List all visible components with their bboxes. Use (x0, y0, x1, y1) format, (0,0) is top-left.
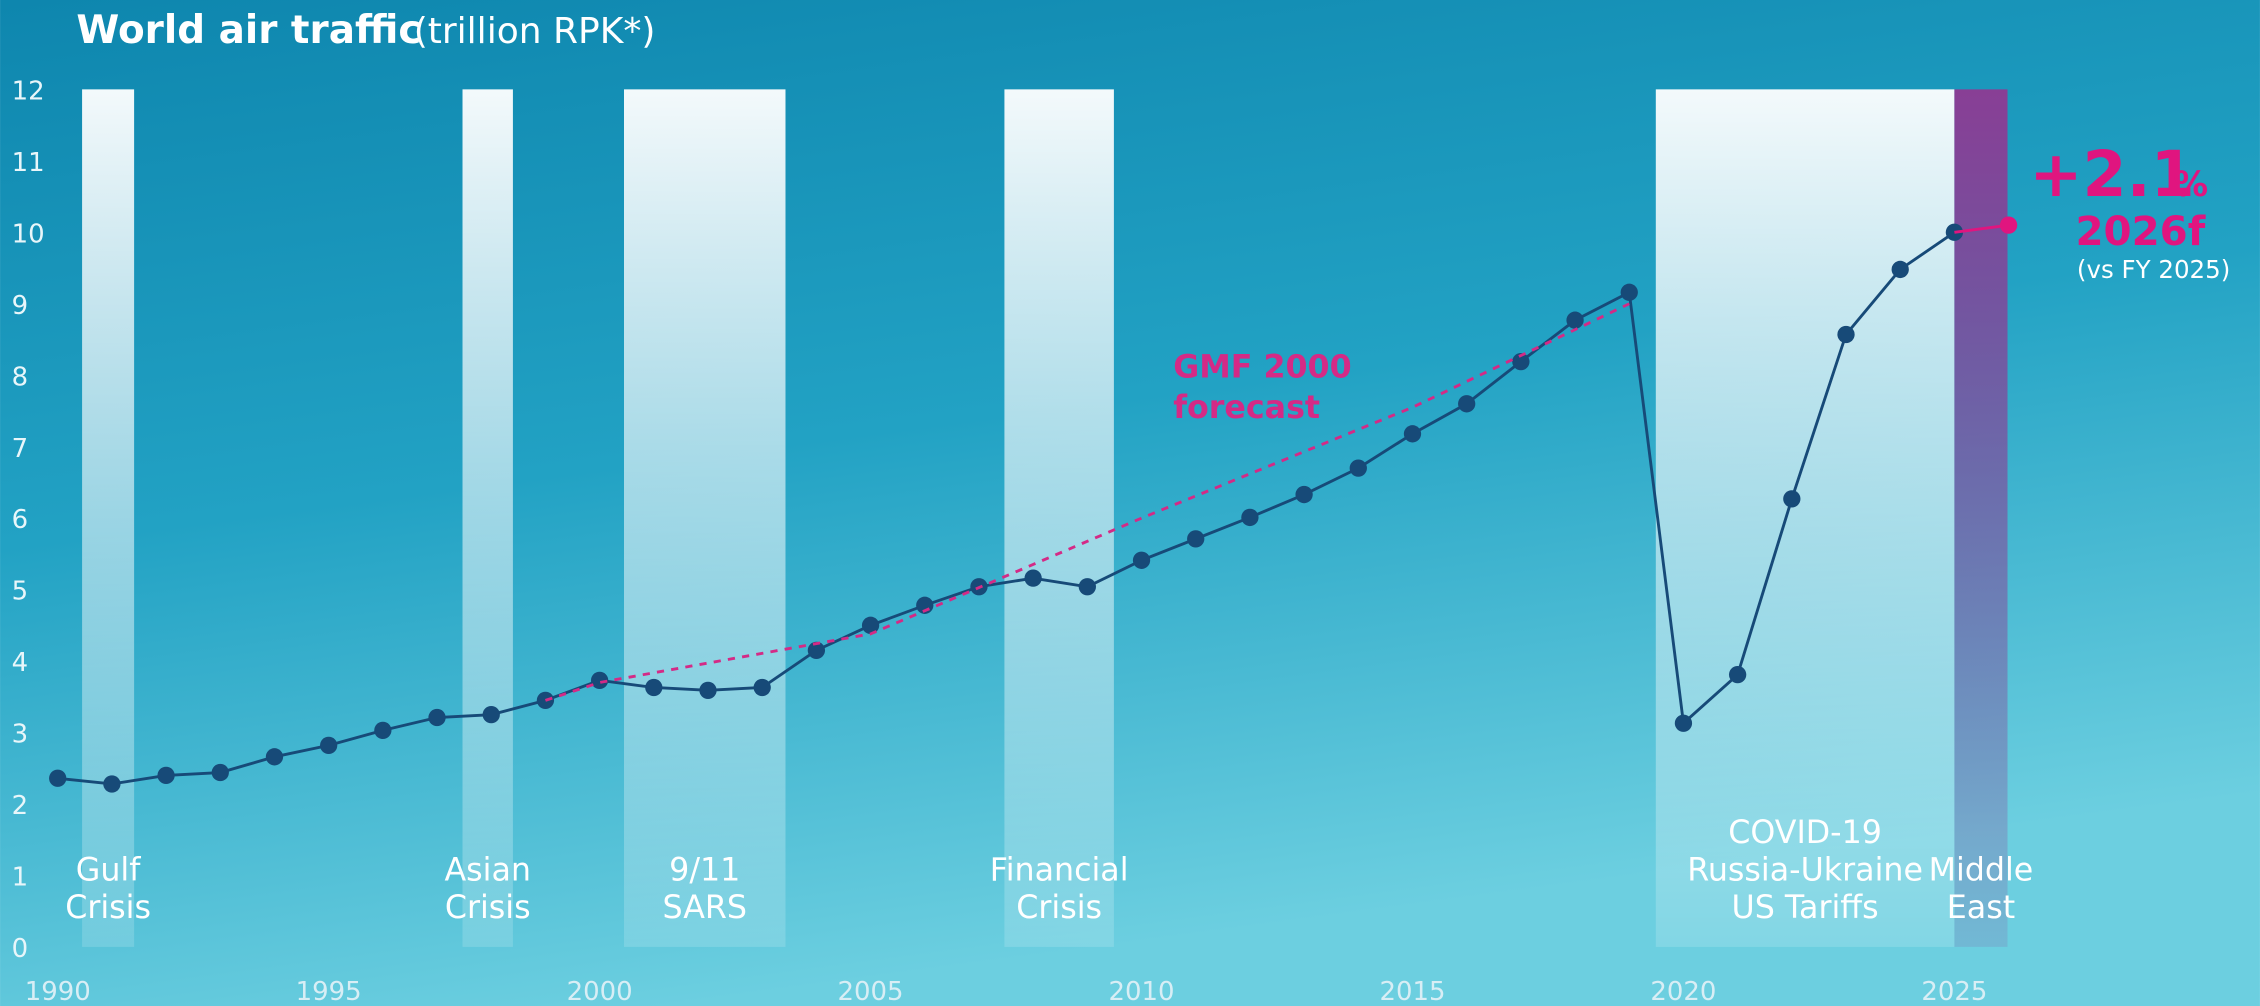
data-point (645, 678, 663, 697)
y-tick-label: 4 (12, 648, 29, 678)
band-label: Russia-Ukraine (1687, 853, 1923, 889)
data-point (1349, 459, 1367, 477)
band-label: Asian (444, 853, 530, 889)
data-point (1837, 325, 1855, 344)
x-tick-label: 1990 (25, 977, 91, 1006)
band-label: Middle (1929, 853, 2034, 889)
data-point (103, 775, 121, 793)
data-point (1512, 352, 1530, 371)
forecast-label: forecast (1173, 390, 1320, 426)
data-point (1999, 216, 2018, 234)
data-point (699, 681, 717, 700)
band-label: Crisis (445, 890, 531, 926)
data-point (1078, 578, 1096, 596)
band-label: Crisis (65, 890, 151, 926)
crisis-band (82, 89, 135, 947)
forecast-label: GMF 2000 (1173, 350, 1351, 386)
data-point (1241, 508, 1259, 527)
y-tick-label: 3 (12, 720, 29, 750)
data-point (1132, 551, 1151, 569)
band-label: SARS (662, 890, 747, 926)
x-tick-label: 2000 (567, 977, 633, 1006)
data-point (1674, 714, 1693, 732)
x-tick-label: 2005 (838, 977, 904, 1006)
crisis-band (1004, 89, 1114, 947)
forecast-line (544, 302, 1630, 702)
data-point (807, 641, 826, 659)
band-label: 9/11 (669, 853, 740, 889)
y-tick-label: 9 (12, 291, 29, 321)
data-point (211, 763, 229, 782)
note: (vs FY 2025) (2077, 255, 2230, 284)
data-point (1891, 260, 1909, 279)
y-tick-label: 5 (12, 577, 29, 607)
y-tick-label: 11 (12, 148, 45, 178)
x-tick-label: 2025 (1921, 977, 1987, 1006)
data-point (482, 706, 500, 724)
data-point (1403, 425, 1422, 443)
y-tick-label: 7 (12, 434, 29, 464)
y-unit: (trillion RPK*) (414, 11, 656, 52)
period: 2026f (2075, 208, 2205, 255)
y-tick-label: 2 (12, 791, 29, 821)
band-label: Gulf (76, 853, 141, 889)
data-point (49, 769, 67, 787)
crisis-band (1954, 89, 2008, 947)
band-label: East (1947, 890, 2015, 926)
band-label: COVID-19 (1728, 815, 1882, 851)
y-tick-label: 10 (12, 219, 45, 249)
crisis-band (624, 89, 786, 947)
band-label: Crisis (1016, 890, 1102, 926)
y-tick-label: 0 (12, 934, 29, 964)
x-tick-label: 2010 (1109, 977, 1175, 1006)
crisis-band (1655, 89, 1955, 947)
data-point (1024, 569, 1042, 587)
band-label: US Tariffs (1732, 890, 1879, 926)
data-point (1620, 283, 1638, 301)
data-point (1728, 665, 1747, 684)
y-tick-label: 6 (12, 505, 29, 535)
growth-unit: % (2173, 165, 2208, 205)
data-point (428, 708, 446, 727)
data-point (861, 616, 880, 634)
growth: +2.1 (2029, 137, 2194, 211)
data-point (265, 748, 284, 766)
data-point (1295, 485, 1313, 504)
data-point (1458, 395, 1476, 413)
data-point (536, 691, 555, 710)
y-tick-label: 8 (12, 362, 29, 392)
x-tick-label: 1995 (296, 977, 362, 1006)
data-point (1566, 311, 1584, 329)
data-point (320, 736, 338, 755)
data-point (1187, 530, 1205, 548)
bands: GulfCrisisAsianCrisis9/11SARSFinancialCr… (65, 89, 2033, 947)
y-tick-label: 12 (12, 76, 45, 106)
data-point (590, 671, 609, 690)
data-point (374, 721, 392, 740)
chart-title: World air traffic (76, 8, 421, 53)
crisis-band (462, 89, 513, 947)
band-label: Financial (990, 853, 1129, 889)
lines: GMF 2000 forecast (49, 216, 2018, 793)
data-point (1783, 490, 1801, 508)
data-point (753, 678, 771, 697)
series-line (57, 231, 1956, 786)
data-point (157, 766, 175, 785)
x-tick-label: 2020 (1650, 977, 1716, 1006)
x-tick-label: 2015 (1379, 977, 1445, 1006)
y-tick-label: 1 (12, 863, 29, 893)
series-line (1954, 223, 2009, 234)
